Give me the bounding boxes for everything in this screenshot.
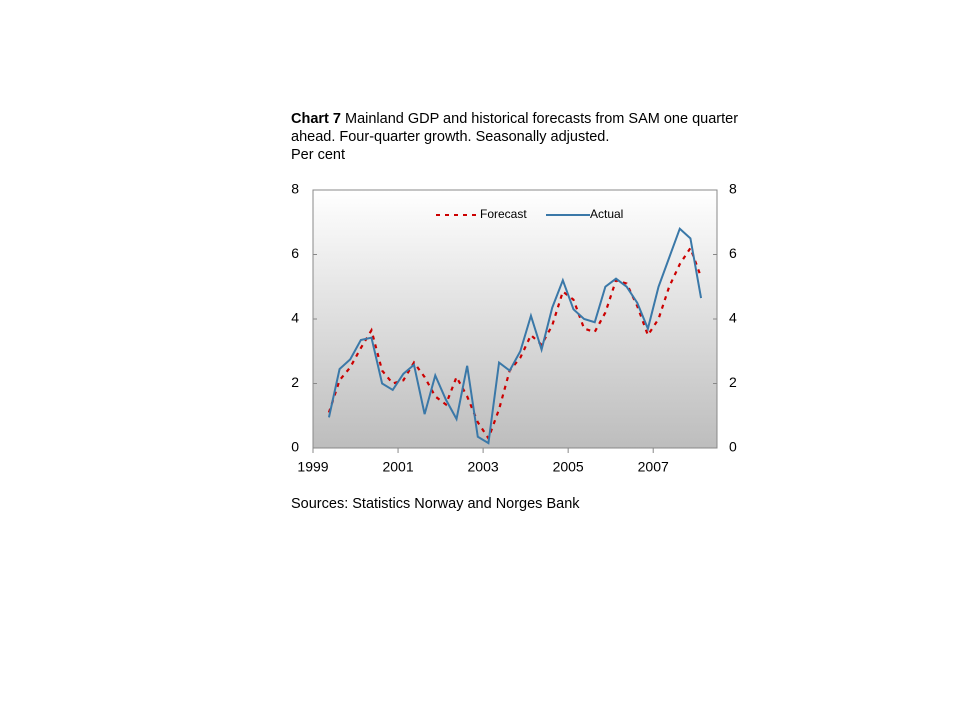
x-tick-label: 2003: [468, 459, 499, 475]
source: Sources: Statistics Norway and Norges Ba…: [291, 496, 580, 512]
y2-tick-label: 4: [729, 310, 737, 326]
y-tick-label: 0: [291, 439, 299, 455]
chart-title: Chart 7 Mainland GDP and historical fore…: [291, 110, 741, 164]
y-tick-label: 6: [291, 245, 299, 261]
series-line: [327, 226, 703, 445]
y2-tick-label: 6: [729, 245, 737, 261]
y-tick-label: 8: [291, 181, 299, 197]
y2-tick-label: 2: [729, 374, 737, 390]
plot-area: [312, 189, 718, 449]
y2-tick-label: 8: [729, 181, 737, 197]
subtitle: Per cent: [291, 147, 345, 163]
legend-label: Actual: [590, 207, 623, 221]
y-tick-label: 2: [291, 374, 299, 390]
series-line: [327, 245, 703, 441]
x-tick-label: 2007: [638, 459, 669, 475]
x-tick-label: 2001: [382, 459, 413, 475]
x-tick-label: 1999: [297, 459, 328, 475]
title-label: Chart 7: [291, 111, 341, 127]
y2-tick-label: 0: [729, 439, 737, 455]
legend-label: Forecast: [480, 207, 527, 221]
title-text: Mainland GDP and historical forecasts fr…: [291, 111, 739, 145]
y-tick-label: 4: [291, 310, 299, 326]
x-tick-label: 2005: [553, 459, 584, 475]
